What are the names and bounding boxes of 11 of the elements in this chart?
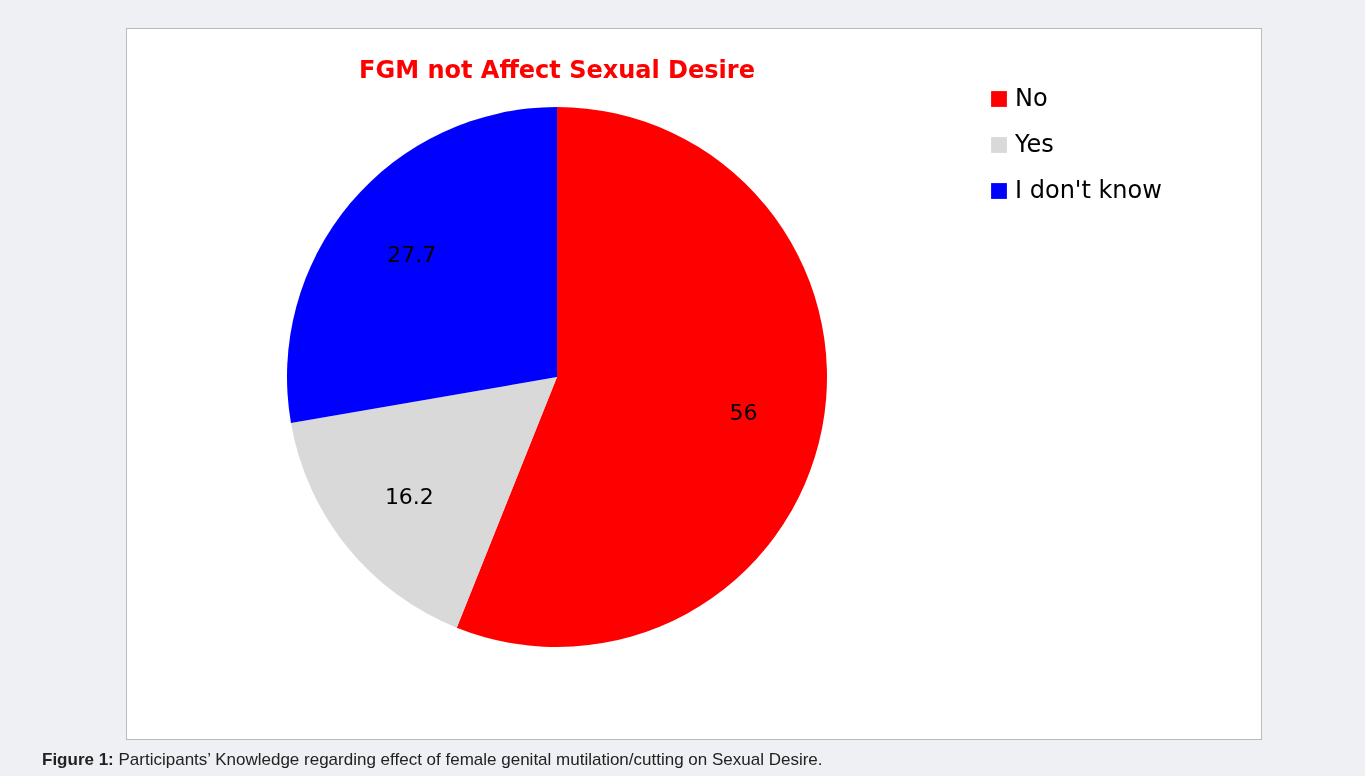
data-label: 16.2 (384, 483, 434, 509)
data-label: 56 (729, 399, 758, 425)
pie-slice (290, 377, 557, 628)
pie-slice (287, 107, 557, 424)
caption: Figure 1: Participants’ Knowledge regarding effect of female genital mutilation/cutting on Sexual Desire. (42, 750, 823, 770)
legend-label: Yes (1014, 130, 1054, 158)
data-label: 27.7 (387, 241, 437, 267)
legend-label: No (1015, 84, 1048, 112)
pie-slice (456, 107, 827, 647)
legend-label: I don't know (1015, 176, 1162, 204)
chart-title: FGM not Affect Sexual Desire (359, 56, 755, 84)
